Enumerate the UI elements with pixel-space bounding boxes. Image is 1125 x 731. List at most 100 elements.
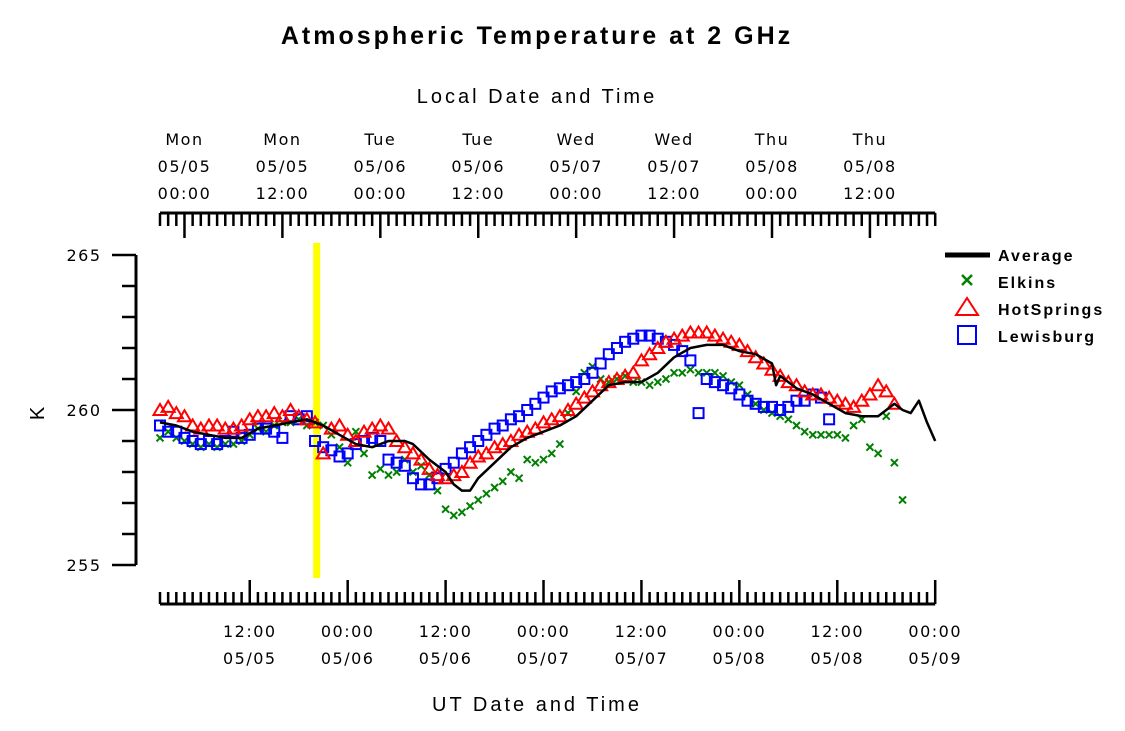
data-point [265, 405, 283, 420]
data-point [763, 361, 781, 376]
data-point [415, 478, 428, 491]
data-point [211, 438, 224, 451]
x-stroke [465, 501, 475, 511]
x-stroke [849, 421, 858, 430]
data-point [739, 343, 756, 358]
top-tick-label: Tue [363, 130, 396, 149]
x-stroke [416, 461, 426, 471]
x-stroke [890, 458, 899, 467]
top-tick-label: 05/05 [256, 157, 310, 176]
data-point [545, 385, 558, 398]
data-point [865, 442, 875, 452]
data-point [449, 511, 458, 520]
data-point [790, 394, 803, 407]
x-stroke [367, 470, 377, 480]
data-point [498, 477, 507, 486]
top-tick-label: 05/07 [647, 157, 701, 176]
series-line-average [159, 343, 937, 492]
x-stroke [514, 473, 524, 483]
series-average [159, 343, 937, 492]
data-point [347, 433, 365, 447]
data-point [453, 464, 471, 478]
data-point [841, 433, 850, 443]
data-point [553, 382, 566, 395]
data-point [162, 425, 175, 438]
data-point [404, 445, 422, 460]
data-point [861, 386, 879, 401]
data-point [562, 379, 574, 392]
data-point [416, 461, 426, 471]
data-point [668, 338, 681, 351]
data-point [496, 419, 509, 432]
x-stroke [343, 458, 352, 467]
x-stroke [539, 455, 548, 464]
data-point [159, 398, 177, 413]
data-point [341, 447, 354, 460]
bottom-tick-label: 00:00 [517, 622, 571, 641]
data-point [749, 397, 762, 410]
data-point [833, 430, 842, 440]
y-tick-label: 260 [66, 401, 101, 420]
x-stroke [808, 430, 818, 440]
data-point [154, 419, 166, 432]
data-point [771, 367, 789, 382]
data-point [465, 501, 475, 511]
data-point [877, 383, 895, 398]
data-point [547, 449, 556, 458]
data-point [784, 415, 793, 424]
data-point [619, 335, 632, 348]
bottom-axis-label: UT Date and Time [432, 694, 642, 716]
bottom-tick-label: 05/07 [517, 649, 571, 668]
data-point [482, 489, 491, 498]
x-stroke [522, 455, 532, 464]
data-point [800, 427, 809, 436]
legend-swatch [954, 296, 980, 316]
x-stroke [882, 411, 891, 421]
legend-item-lewisburg: Lewisburg [957, 325, 1094, 346]
data-point [849, 421, 858, 430]
legend-swatch [961, 274, 973, 286]
legend: Average Elkins HotSprings Lewisburg [945, 248, 1102, 346]
data-point [643, 329, 656, 342]
data-point [824, 430, 834, 440]
data-point [698, 324, 715, 339]
legend-swatch [957, 325, 977, 345]
x-stroke [800, 427, 809, 436]
y-tick-label: 265 [66, 246, 101, 265]
top-tick-label: Wed [654, 130, 693, 149]
chart-title: Atmospheric Temperature at 2 GHz [281, 22, 793, 50]
x-stroke [302, 421, 312, 430]
bottom-tick-label: 05/08 [713, 649, 767, 668]
bottom-tick-label: 05/08 [810, 649, 864, 668]
data-point [741, 394, 754, 407]
y-axis-label: K [27, 404, 49, 420]
top-tick-label: 05/08 [745, 157, 799, 176]
data-point [176, 408, 193, 423]
data-point [309, 435, 322, 447]
legend-item-hotsprings: HotSprings [954, 296, 1102, 319]
data-point [837, 395, 854, 410]
x-stroke [457, 508, 467, 517]
data-point [314, 445, 332, 460]
data-point [725, 382, 738, 395]
data-point [539, 455, 548, 464]
x-stroke [841, 433, 850, 443]
x-stroke [645, 380, 654, 390]
x-stroke [669, 368, 679, 378]
data-point [396, 439, 414, 454]
data-point [766, 400, 778, 413]
data-point [421, 460, 438, 475]
x-stroke [775, 411, 785, 421]
x-stroke [474, 495, 483, 505]
bottom-tick-label: 00:00 [321, 622, 375, 641]
data-point [717, 379, 730, 392]
data-point [684, 354, 697, 367]
top-tick-label: Mon [165, 130, 203, 149]
data-point [692, 407, 705, 420]
top-tick-label: 00:00 [745, 184, 799, 203]
data-point [882, 411, 891, 421]
data-point [586, 366, 599, 379]
top-tick-label: Thu [852, 130, 888, 149]
x-stroke [865, 442, 875, 452]
x-stroke [482, 489, 491, 498]
